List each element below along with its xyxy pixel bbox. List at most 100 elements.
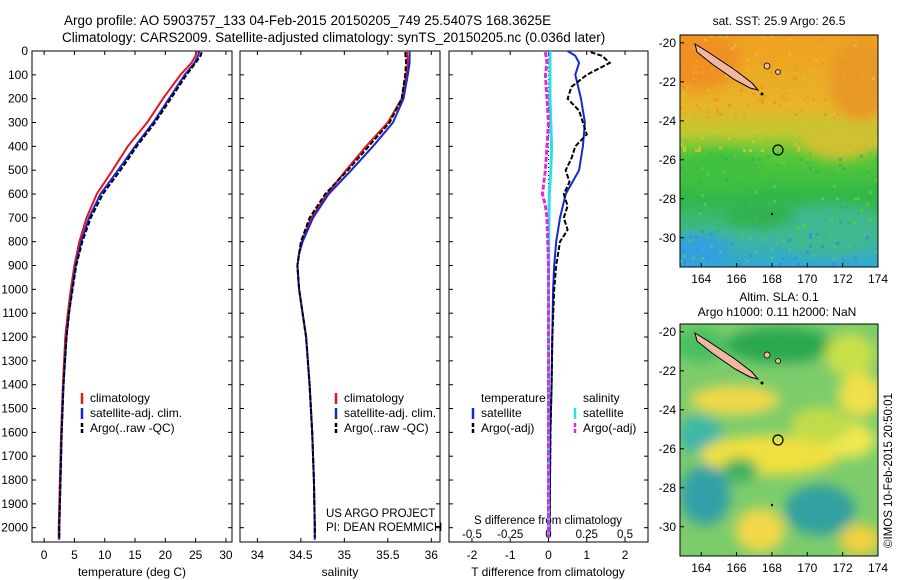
depth-tick-label: 200 bbox=[8, 92, 28, 106]
temperature-xtick-label: 20 bbox=[159, 548, 173, 562]
sst-map-ytick-label: -28 bbox=[659, 192, 677, 206]
salinity-legend-label: Argo(..raw -QC) bbox=[344, 421, 429, 435]
difference-xtick-label: 1 bbox=[583, 548, 590, 562]
temperature-legend-label: climatology bbox=[90, 391, 150, 405]
salinity-argo-line bbox=[296, 52, 408, 538]
depth-tick-label: 1000 bbox=[1, 282, 28, 296]
sst-map-xtick-label: 168 bbox=[762, 272, 782, 286]
sla-map-xtick-label: 168 bbox=[762, 561, 782, 575]
salinity-xtick-label: 34 bbox=[251, 548, 265, 562]
depth-tick-label: 500 bbox=[8, 163, 28, 177]
salinity-legend-label: climatology bbox=[344, 391, 404, 405]
depth-tick-label: 100 bbox=[8, 68, 28, 82]
difference-legend-t-label: Argo(-adj) bbox=[481, 421, 534, 435]
sst-map-field bbox=[680, 35, 878, 267]
depth-tick-label: 600 bbox=[8, 187, 28, 201]
depth-tick-label: 700 bbox=[8, 211, 28, 225]
difference-temperature-xlabel: T difference from climatology bbox=[471, 565, 625, 579]
sla-map-axes: 164 166 168 170 172 174 -20 -22 -24 -26 -28 -30 bbox=[659, 325, 889, 575]
temperature-argo-line bbox=[58, 51, 203, 538]
sst-map-xtick-label: 166 bbox=[727, 272, 747, 286]
difference-legend-t-label: satellite bbox=[481, 406, 522, 420]
difference-legend-header-t: temperature bbox=[481, 391, 546, 405]
depth-tick-label: 300 bbox=[8, 116, 28, 130]
depth-tick-label: 1700 bbox=[1, 449, 28, 463]
temperature-xtick-label: 5 bbox=[71, 548, 78, 562]
difference-t-satellite-line bbox=[548, 50, 586, 538]
depth-tick-label: 1800 bbox=[1, 473, 28, 487]
depth-tick-label: 2000 bbox=[1, 521, 28, 535]
depth-tick-label: 1300 bbox=[1, 354, 28, 368]
depth-tick-label: 1400 bbox=[1, 378, 28, 392]
salinity-annotation-project: US ARGO PROJECT bbox=[326, 508, 435, 520]
salinity-annotation-pi: PI: DEAN ROEMMICH bbox=[326, 522, 442, 534]
sla-map: Altim. SLA: 0.1 Argo h1000: 0.11 h2000: … bbox=[659, 290, 889, 575]
temperature-xlabel: temperature (deg C) bbox=[78, 565, 186, 579]
salinity-xtick-label: 35.5 bbox=[376, 548, 400, 562]
difference-salinity-tick-label: -0.25 bbox=[497, 529, 523, 541]
sst-map-xtick-label: 164 bbox=[691, 272, 711, 286]
temperature-xtick-label: 25 bbox=[189, 548, 203, 562]
difference-salinity-tick-label: -0.5 bbox=[462, 529, 482, 541]
salinity-xtick-label: 34.5 bbox=[289, 548, 313, 562]
sst-argo-marker bbox=[772, 144, 784, 156]
sla-argo-marker bbox=[772, 434, 784, 446]
difference-xtick-label: -2 bbox=[467, 548, 478, 562]
salinity-panel: 34 34.5 35 35.5 36 salinity climatologysatelli… bbox=[239, 50, 442, 579]
difference-legend-s-label: Argo(-adj) bbox=[583, 421, 636, 435]
depth-tick-label: 1200 bbox=[1, 330, 28, 344]
sla-map-field bbox=[680, 324, 878, 556]
sst-map-title: sat. SST: 25.9 Argo: 26.5 bbox=[713, 14, 846, 28]
sst-map-xtick-label: 174 bbox=[868, 272, 888, 286]
sla-map-frame bbox=[679, 323, 879, 557]
sla-map-ytick-label: -26 bbox=[659, 442, 677, 456]
temperature-axes-frame bbox=[31, 50, 233, 543]
depth-tick-label: 900 bbox=[8, 259, 28, 273]
salinity-axes-frame bbox=[239, 50, 441, 543]
temperature-panel: 0100200300400500600700800900100011001200… bbox=[1, 44, 233, 579]
sst-map-ytick-label: -30 bbox=[659, 231, 677, 245]
sla-map-subtitle: Argo h1000: 0.11 h2000: NaN bbox=[698, 305, 857, 319]
depth-tick-label: 800 bbox=[8, 235, 28, 249]
sst-map: sat. SST: 25.9 Argo: 26.5 164 166 168 170 17… bbox=[659, 14, 889, 286]
salinity-legend-label: satellite-adj. clim. bbox=[344, 406, 436, 420]
difference-xtick-label: 0 bbox=[545, 548, 552, 562]
sst-map-ytick-label: -22 bbox=[659, 75, 677, 89]
sst-map-frame bbox=[679, 34, 879, 268]
temperature-legend-label: satellite-adj. clim. bbox=[90, 406, 182, 420]
sla-map-ytick-label: -24 bbox=[659, 403, 677, 417]
salinity-xtick-label: 35 bbox=[338, 548, 352, 562]
difference-legend-header-s: salinity bbox=[583, 391, 620, 405]
depth-tick-label: 0 bbox=[21, 44, 28, 58]
sla-map-xtick-label: 166 bbox=[727, 561, 747, 575]
figure-title-line1: Argo profile: AO 5903757_133 04-Feb-2015… bbox=[64, 13, 551, 28]
sst-map-xtick-label: 170 bbox=[797, 272, 817, 286]
figure-title-line2: Climatology: CARS2009. Satellite-adjuste… bbox=[62, 30, 605, 45]
sla-map-ytick-label: -28 bbox=[659, 481, 677, 495]
sla-map-ytick-label: -20 bbox=[659, 325, 677, 339]
salinity-xtick-label: 36 bbox=[425, 548, 439, 562]
depth-tick-label: 1500 bbox=[1, 402, 28, 416]
sla-map-xtick-label: 174 bbox=[868, 561, 888, 575]
difference-t-argo-line bbox=[548, 51, 612, 538]
imos-footer: ©IMOS 10-Feb-2015 20:50:01 bbox=[883, 393, 895, 548]
sst-map-xtick-label: 172 bbox=[833, 272, 853, 286]
difference-salinity-tick-label: 0.25 bbox=[576, 529, 598, 541]
depth-tick-label: 1100 bbox=[2, 306, 28, 320]
sla-map-title: Altim. SLA: 0.1 bbox=[739, 290, 819, 304]
difference-s-argo-line bbox=[540, 51, 551, 538]
difference-xtick-label: 2 bbox=[622, 548, 629, 562]
sla-map-ytick-label: -30 bbox=[659, 520, 677, 534]
salinity-xlabel: salinity bbox=[322, 565, 359, 579]
temperature-legend-label: Argo(..raw -QC) bbox=[90, 421, 175, 435]
sla-map-xtick-label: 164 bbox=[691, 561, 711, 575]
temperature-xtick-label: 30 bbox=[219, 548, 233, 562]
sst-map-ytick-label: -26 bbox=[659, 153, 677, 167]
difference-xtick-label: -1 bbox=[505, 548, 516, 562]
sst-map-ytick-label: -20 bbox=[659, 36, 677, 50]
depth-tick-label: 1600 bbox=[1, 425, 28, 439]
sla-map-xtick-label: 172 bbox=[833, 561, 853, 575]
sla-map-xtick-label: 170 bbox=[797, 561, 817, 575]
sst-map-ytick-label: -24 bbox=[659, 114, 677, 128]
